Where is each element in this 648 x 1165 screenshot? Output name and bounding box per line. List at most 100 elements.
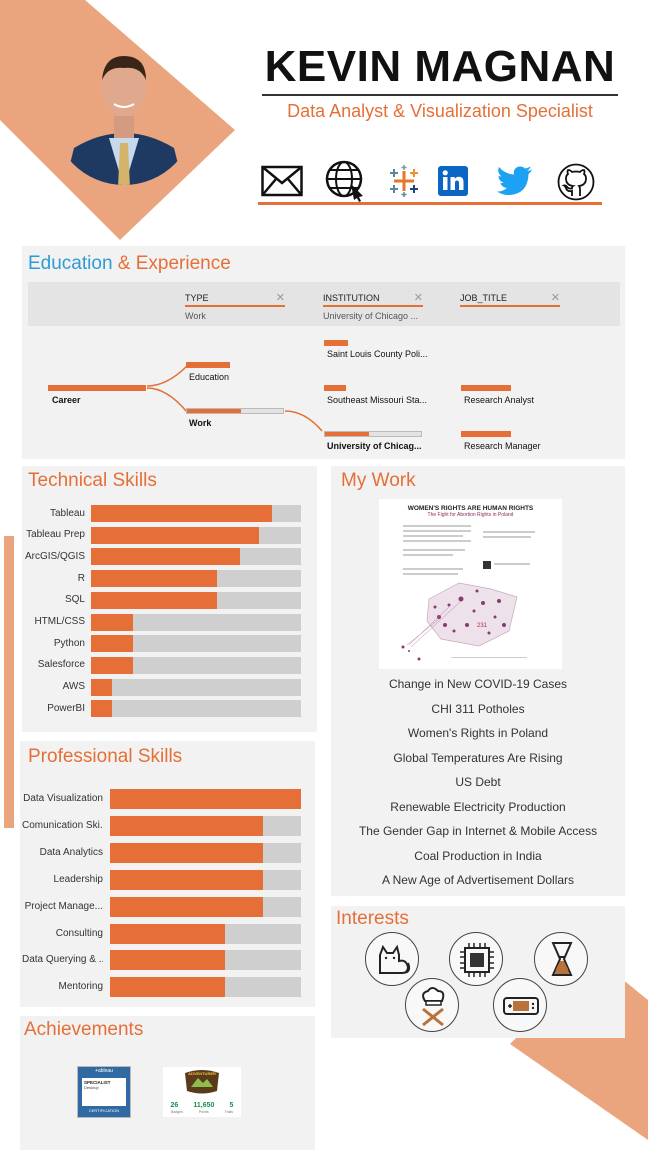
- work-link[interactable]: The Gender Gap in Internet & Mobile Acce…: [358, 824, 598, 838]
- filter-job-rule: [460, 305, 560, 307]
- node-education-bar[interactable]: [186, 362, 230, 368]
- badge-cert: CERTIFICATION: [88, 1108, 120, 1113]
- badge-brand: +ableau: [95, 1068, 113, 1074]
- web-icon[interactable]: [325, 160, 367, 202]
- filter-job[interactable]: JOB_TITLE ✕: [460, 292, 560, 307]
- work-link[interactable]: Global Temperatures Are Rising: [393, 750, 563, 765]
- my-work-title: My Work: [341, 470, 416, 491]
- tableau-certification-badge[interactable]: +ableau SPECIALIST Desktop CERTIFICATION: [77, 1066, 131, 1118]
- filter-type-rule: [185, 305, 285, 307]
- technical-skill-bar-fill: [91, 678, 112, 696]
- work-link[interactable]: Women's Rights in Poland: [407, 726, 549, 740]
- node-inst1-label: Saint Louis County Poli...: [327, 349, 428, 359]
- work-link[interactable]: A New Age of Advertisement Dollars: [381, 873, 575, 887]
- professional-skill-bar-fill: [110, 869, 263, 890]
- node-education-label: Education: [189, 372, 230, 382]
- professional-skill-bar: [110, 869, 301, 890]
- coffee-chemex-icon: [534, 932, 588, 986]
- filter-type-label: TYPE: [185, 293, 209, 303]
- professional-skill-bar: [110, 815, 301, 836]
- filter-institution-rule: [323, 305, 423, 307]
- trailhead-stat-trails: 5: [229, 1102, 234, 1109]
- trailhead-ribbon-icon: [185, 1070, 219, 1094]
- thumb-title: WOMEN'S RIGHTS ARE HUMAN RIGHTS: [407, 505, 534, 512]
- twitter-icon[interactable]: [497, 166, 533, 196]
- work-link[interactable]: Coal Production in India: [414, 848, 542, 863]
- filter-job-clear-icon[interactable]: ✕: [550, 292, 560, 304]
- professional-skill-bar: [110, 842, 301, 863]
- trailhead-badge[interactable]: ADVENTURER 26 11,650 5 Badges Points Tra…: [163, 1067, 241, 1117]
- education-title-part2: Experience: [135, 253, 231, 274]
- linkedin-icon[interactable]: [438, 166, 468, 196]
- work-link[interactable]: US Debt: [455, 775, 501, 789]
- technical-skill-label: Tableau Prep: [26, 529, 85, 541]
- education-panel: [22, 246, 625, 459]
- tableau-icon[interactable]: [388, 165, 420, 197]
- work-link[interactable]: Change in New COVID-19 Cases: [388, 677, 568, 691]
- education-title-amp: &: [112, 253, 136, 274]
- technical-skill-label: AWS: [62, 681, 85, 693]
- filter-institution-value: University of Chicago ...: [323, 311, 419, 321]
- professional-skill-bar-fill: [110, 789, 301, 809]
- node-inst1-bar[interactable]: [324, 340, 348, 346]
- thumb-subtitle: The Fight for Abortion Rights in Poland: [427, 512, 514, 518]
- filter-type[interactable]: TYPE ✕ Work: [185, 292, 285, 321]
- professional-title: Professional Skills: [28, 746, 183, 767]
- technical-skill-label: R: [77, 572, 85, 584]
- cpu-chip-icon: [449, 932, 503, 986]
- badge-track: Desktop: [84, 1085, 99, 1090]
- achievements-title: Achievements: [24, 1019, 144, 1040]
- career-flow: [146, 365, 323, 432]
- technical-skill-label: Python: [53, 637, 85, 649]
- technical-skill-bar-fill: [91, 591, 217, 609]
- game-console-icon: [493, 978, 547, 1032]
- professional-skill-label: Consulting: [55, 927, 103, 939]
- subtitle: Data Analyst & Visualization Specialist: [287, 101, 593, 121]
- education-title-part1: Education: [28, 253, 113, 274]
- filter-institution[interactable]: INSTITUTION ✕ University of Chicago ...: [323, 292, 423, 321]
- technical-skill-bar: [91, 613, 301, 631]
- technical-title: Technical Skills: [28, 470, 157, 491]
- technical-skill-bar-fill: [91, 656, 133, 674]
- technical-skill-bar: [91, 570, 301, 588]
- professional-skill-bar: [110, 896, 301, 917]
- professional-skill-label: Mentoring: [58, 981, 103, 993]
- filter-type-value: Work: [185, 311, 206, 321]
- technical-skill-bar: [91, 591, 301, 609]
- technical-skill-bar-fill: [91, 505, 272, 522]
- filter-institution-clear-icon[interactable]: ✕: [413, 292, 423, 304]
- professional-skill-bar: [110, 923, 301, 944]
- professional-skill-bar: [110, 977, 301, 998]
- work-thumbnail[interactable]: WOMEN'S RIGHTS ARE HUMAN RIGHTS The Figh…: [379, 499, 562, 669]
- professional-skill-label: Comunication Ski...: [22, 819, 103, 831]
- work-link[interactable]: CHI 311 Potholes: [431, 701, 525, 716]
- node-job2-bar[interactable]: [461, 431, 511, 437]
- node-job1-bar[interactable]: [461, 385, 511, 391]
- technical-skill-bar-fill: [91, 526, 259, 544]
- trailhead-stat-label-badges: Badges: [170, 1110, 183, 1114]
- cat-icon: [365, 932, 419, 986]
- github-icon[interactable]: [557, 163, 595, 201]
- professional-skill-bar-fill: [110, 923, 225, 944]
- name-title: KEVIN MAGNAN: [264, 42, 616, 91]
- professional-skill-label: Leadership: [53, 873, 103, 885]
- node-career-bar[interactable]: [48, 385, 146, 391]
- node-career-label: Career: [52, 395, 81, 405]
- technical-skill-bar: [91, 678, 301, 696]
- technical-skill-label: PowerBI: [47, 702, 85, 714]
- node-inst3-label: University of Chicag...: [327, 441, 422, 451]
- node-inst2-bar[interactable]: [324, 385, 346, 391]
- filter-type-clear-icon[interactable]: ✕: [275, 292, 285, 304]
- technical-skill-label: Salesforce: [37, 659, 85, 671]
- mail-icon[interactable]: [261, 165, 303, 197]
- professional-skill-label: Data Visualization: [23, 793, 103, 804]
- node-work-bar[interactable]: [186, 408, 284, 414]
- professional-skill-bar-fill: [110, 977, 225, 998]
- technical-skill-label: Tableau: [49, 507, 85, 519]
- work-link[interactable]: Renewable Electricity Production: [390, 799, 566, 814]
- header-rule: [262, 94, 618, 96]
- trailhead-ribbon-text: ADVENTURER: [188, 1071, 216, 1076]
- technical-skill-label: SQL: [64, 594, 85, 606]
- technical-skill-bar: [91, 548, 301, 566]
- node-inst3-bar[interactable]: [324, 431, 422, 437]
